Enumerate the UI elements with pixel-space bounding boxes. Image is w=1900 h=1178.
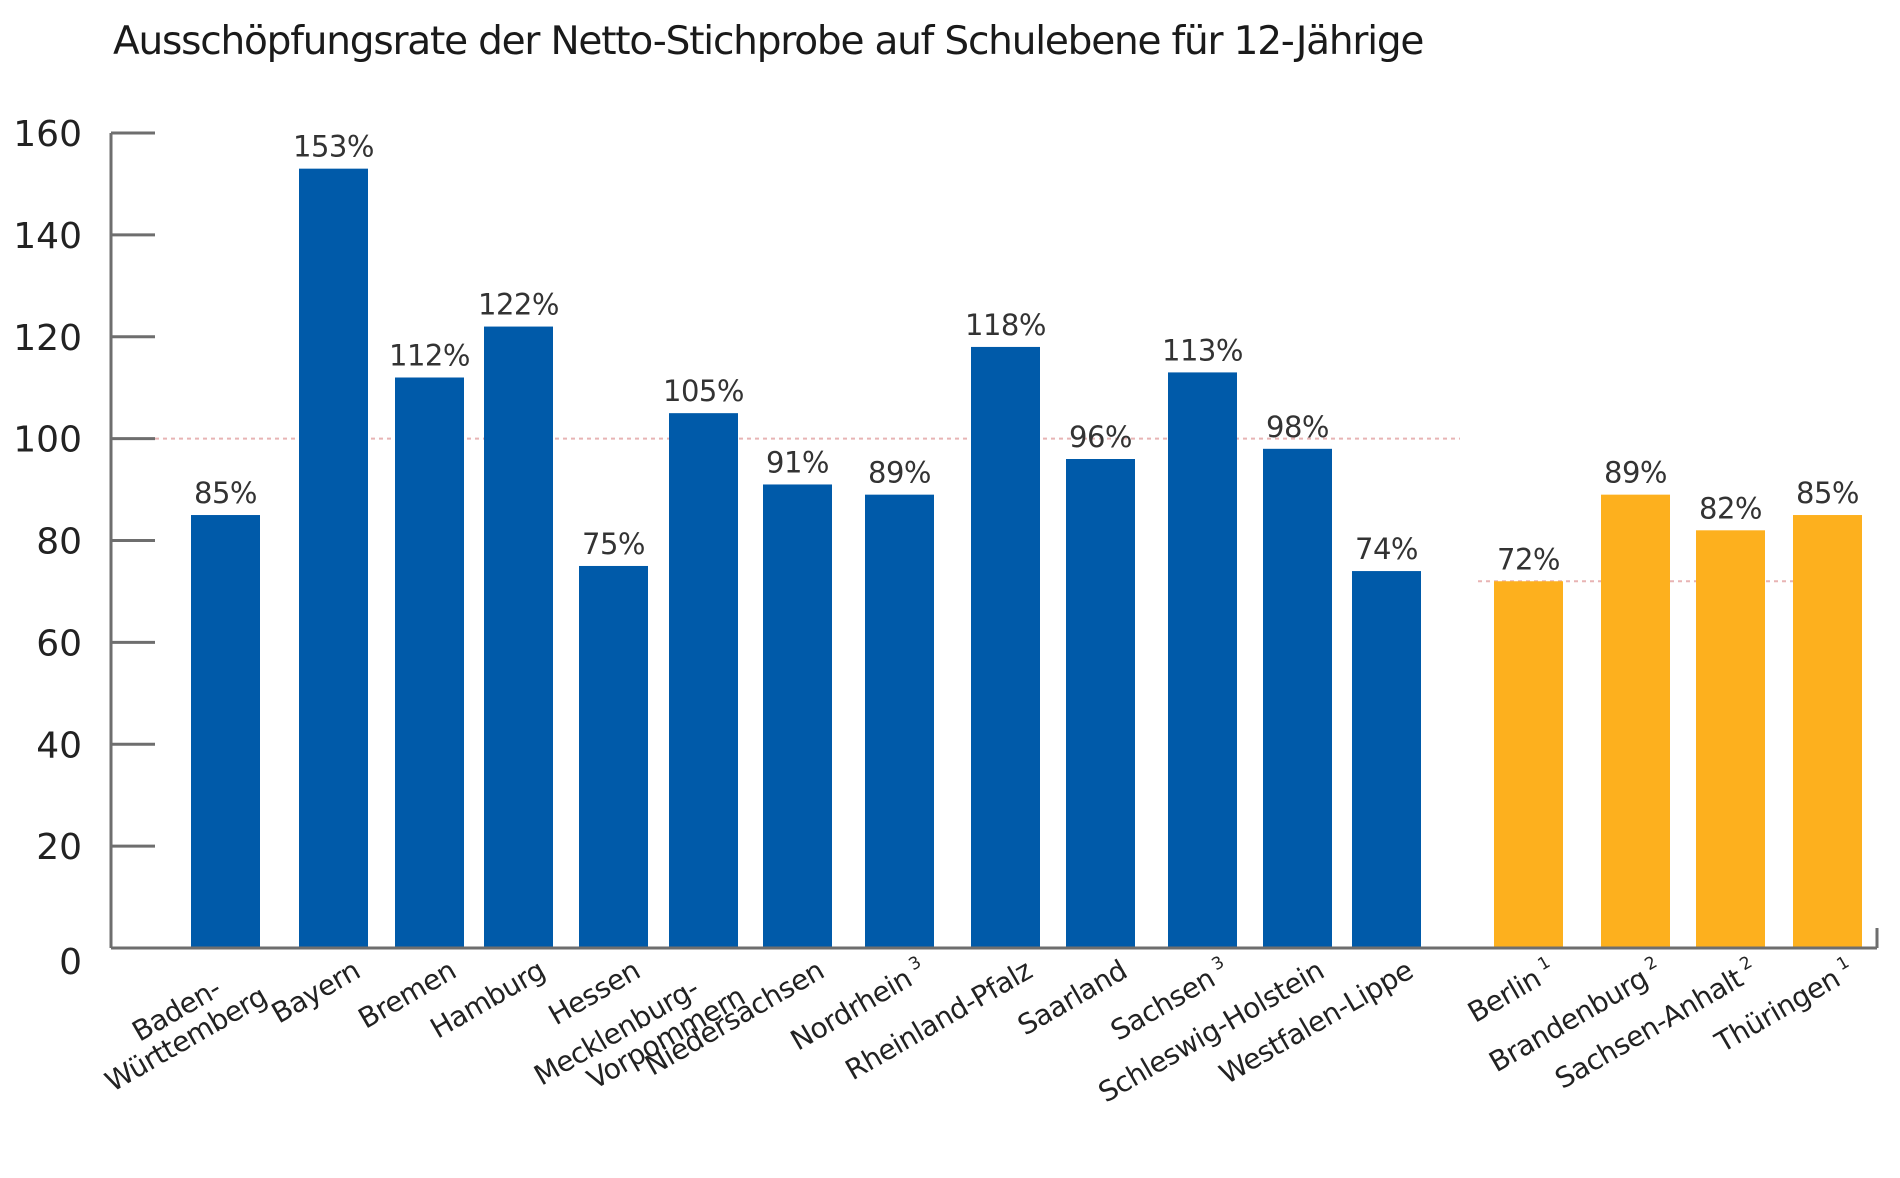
data-label: 98% [1266,410,1329,444]
data-label: 85% [1796,476,1859,510]
bar-sachsen-anhalt [1696,530,1765,948]
y-tick-label: 160 [13,114,82,155]
y-tick-label: 120 [13,318,82,359]
data-label: 96% [1069,420,1132,454]
bar-rheinland-pfalz [971,346,1040,948]
bar-bremen [395,377,464,948]
data-label: 112% [389,339,470,373]
chart-title: Ausschöpfungsrate der Netto-Stichprobe a… [113,19,1423,64]
bar-sachsen [1168,372,1237,948]
bars [191,168,1862,948]
data-label: 75% [582,527,645,561]
footnote-marker: 2 [1737,953,1756,975]
data-label: 122% [478,288,559,322]
bar-thüringen [1793,515,1862,948]
bar-saarland [1066,459,1135,948]
x-tick-label: Baden-Württemberg [100,971,273,1098]
x-tick-label: Rheinland-Pfalz [840,953,1038,1086]
y-tick-label: 100 [13,420,82,461]
bar-niedersachsen [763,484,832,948]
bar-baden-württemberg [191,515,260,948]
bar-bayern [299,168,368,948]
bar-brandenburg [1601,494,1670,948]
data-label: 91% [766,445,829,479]
y-tick-label: 80 [36,522,82,563]
bar-nordrhein [865,494,934,948]
y-tick-label: 40 [36,725,82,766]
footnote-marker: 3 [1209,953,1228,975]
y-tick-label: 0 [59,942,82,983]
bar-hessen [579,565,648,948]
bar-mecklenburg-vorpommern [669,413,738,948]
data-label: 89% [1604,456,1667,490]
footnote-marker: 2 [1642,953,1661,975]
bar-westfalen-lippe [1352,571,1421,948]
data-label: 113% [1162,333,1243,367]
data-label: 74% [1355,532,1418,566]
data-label: 118% [965,308,1046,342]
footnote-marker: 1 [1535,953,1554,975]
y-axis: 0 20 40 60 80 100 120 140 160 [13,114,1879,983]
bar-hamburg [484,326,553,948]
data-label: 72% [1497,542,1560,576]
y-tick-label: 60 [36,623,82,664]
footnote-marker: 1 [1834,953,1853,975]
bar-berlin [1494,581,1563,948]
x-tick-label-line: Rheinland-Pfalz [840,953,1038,1086]
data-label: 85% [194,476,257,510]
data-label: 82% [1699,491,1762,525]
bar-schleswig-holstein [1263,448,1332,948]
data-label: 105% [663,374,744,408]
x-tick-label: Bayern [266,953,366,1030]
data-label: 89% [868,456,931,490]
y-tick-label: 20 [36,827,82,868]
x-tick-label-line: Bayern [266,953,366,1030]
data-labels: 85% 153% 112%122% 75% 105% 91% 89% 118% 96% 113% 9… [194,130,1859,577]
y-tick-label: 140 [13,216,82,257]
data-label: 153% [293,130,374,164]
footnote-marker: 3 [906,953,925,975]
x-axis-labels: Baden-WürttembergBayernBremenHamburgHess… [100,953,1860,1110]
